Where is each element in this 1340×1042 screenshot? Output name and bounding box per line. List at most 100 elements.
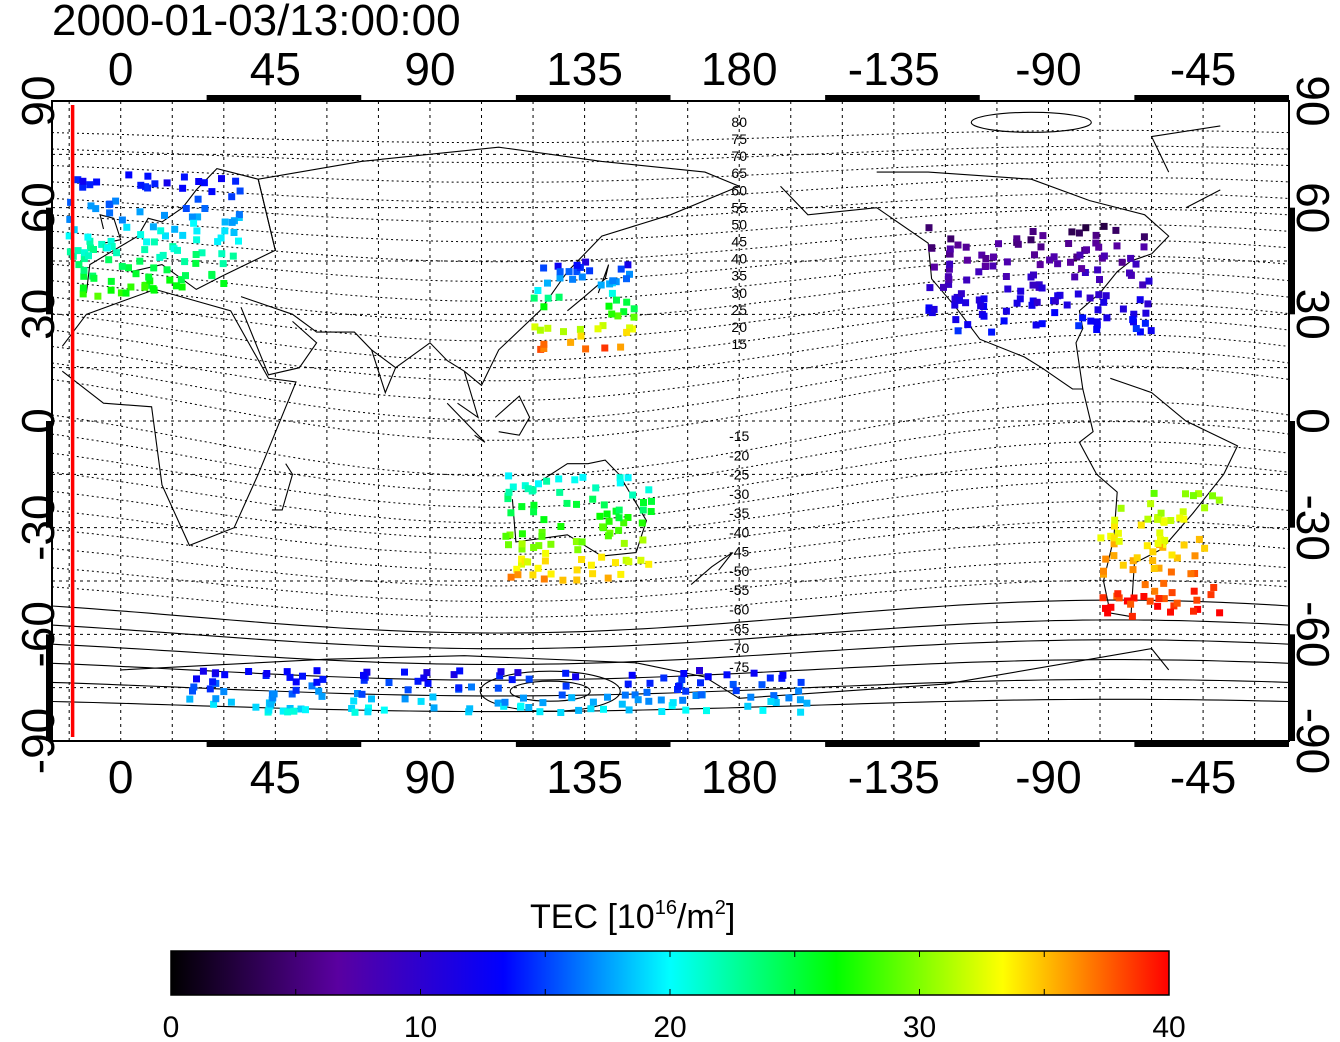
tec-point	[534, 564, 542, 572]
tec-point	[80, 272, 88, 280]
tec-point	[1215, 496, 1223, 504]
tec-point	[1004, 285, 1012, 293]
tec-point	[508, 676, 516, 684]
tec-point	[1037, 243, 1045, 251]
tec-point	[423, 669, 431, 677]
frame-bar-left	[46, 207, 52, 315]
tec-point	[565, 268, 573, 276]
tec-point	[1054, 292, 1062, 300]
tec-point	[263, 670, 271, 677]
tec-point	[1038, 284, 1046, 292]
tec-point	[568, 694, 576, 702]
tec-point	[179, 231, 187, 239]
tec-point	[963, 256, 971, 264]
tec-point	[692, 692, 700, 699]
tec-point	[1147, 500, 1155, 508]
tec-point	[270, 690, 278, 698]
tec-point	[210, 700, 218, 708]
tec-point	[1032, 321, 1040, 329]
tec-point	[420, 674, 428, 682]
tec-point	[199, 667, 207, 675]
tec-point	[1095, 291, 1103, 299]
tec-point	[1167, 517, 1175, 524]
contour-label: -40	[729, 524, 749, 540]
tec-point	[1092, 239, 1100, 247]
tec-point	[529, 486, 537, 494]
tec-point	[365, 704, 372, 712]
tec-point	[1003, 258, 1011, 266]
colorbar: TEC [1016/m2] 0 10 20 30 40	[163, 897, 1186, 1042]
bottom-tick-label: -45	[1170, 751, 1236, 803]
contour-label: 60	[731, 182, 747, 198]
tec-point	[572, 673, 580, 681]
tec-point	[149, 285, 157, 293]
tec-point	[557, 523, 565, 530]
tec-point	[556, 488, 564, 496]
tec-point	[1102, 604, 1109, 612]
tec-point	[704, 673, 712, 681]
tec-point	[90, 274, 98, 282]
tec-point	[1082, 224, 1090, 232]
right-tick-label: 60	[1287, 182, 1339, 233]
tec-point	[195, 178, 203, 185]
tec-point	[615, 526, 623, 534]
tec-point	[1118, 258, 1126, 266]
tec-point	[620, 539, 628, 547]
tec-point	[1147, 327, 1155, 335]
tec-point	[767, 698, 775, 705]
tec-point	[518, 503, 526, 511]
contour-line	[51, 540, 1290, 587]
tec-point	[85, 252, 92, 260]
frame-bar-top	[206, 95, 362, 101]
tec-point	[172, 282, 180, 290]
tec-point	[1029, 297, 1037, 305]
tec-point	[1117, 504, 1125, 512]
tec-point	[279, 707, 287, 715]
tec-point	[617, 343, 625, 351]
tec-point	[227, 698, 235, 706]
contour-line	[51, 161, 1290, 183]
tec-point	[928, 244, 936, 252]
tec-point	[1149, 557, 1157, 565]
tec-point	[624, 474, 632, 482]
tec-point	[1189, 492, 1197, 500]
frame-bar-bottom	[515, 741, 671, 747]
tec-point	[628, 671, 636, 679]
contour-label: 40	[731, 251, 747, 267]
tec-point	[547, 570, 555, 578]
right-tick-label: 0	[1287, 408, 1339, 434]
tec-point	[385, 679, 393, 686]
tec-point	[525, 704, 533, 711]
tec-point	[930, 305, 938, 313]
contour-line	[51, 287, 1290, 342]
tec-point	[600, 705, 607, 713]
tec-point	[90, 246, 97, 253]
magnetic-pole-contour	[970, 111, 1092, 133]
tec-point	[1201, 504, 1209, 512]
tec-point	[125, 264, 132, 272]
tec-point	[597, 281, 605, 289]
tec-point	[679, 696, 687, 704]
tec-point	[1087, 317, 1095, 325]
tec-point	[1078, 265, 1086, 273]
tec-point	[954, 327, 962, 335]
top-tick-label: 135	[546, 43, 623, 95]
tec-point	[74, 247, 82, 255]
tec-point	[1129, 316, 1137, 324]
tec-point	[540, 516, 548, 524]
tec-point	[995, 240, 1002, 248]
tec-point	[351, 708, 359, 716]
tec-point	[988, 328, 996, 336]
tec-point	[945, 265, 953, 273]
tec-point	[766, 674, 774, 682]
tec-point	[509, 483, 517, 491]
tec-point	[563, 499, 571, 507]
tec-point	[1161, 536, 1169, 544]
tec-point	[617, 570, 625, 578]
tec-point	[589, 698, 597, 706]
tec-point	[401, 695, 409, 703]
tec-point	[368, 695, 375, 703]
tec-point	[1093, 318, 1101, 326]
tec-point	[150, 238, 158, 246]
